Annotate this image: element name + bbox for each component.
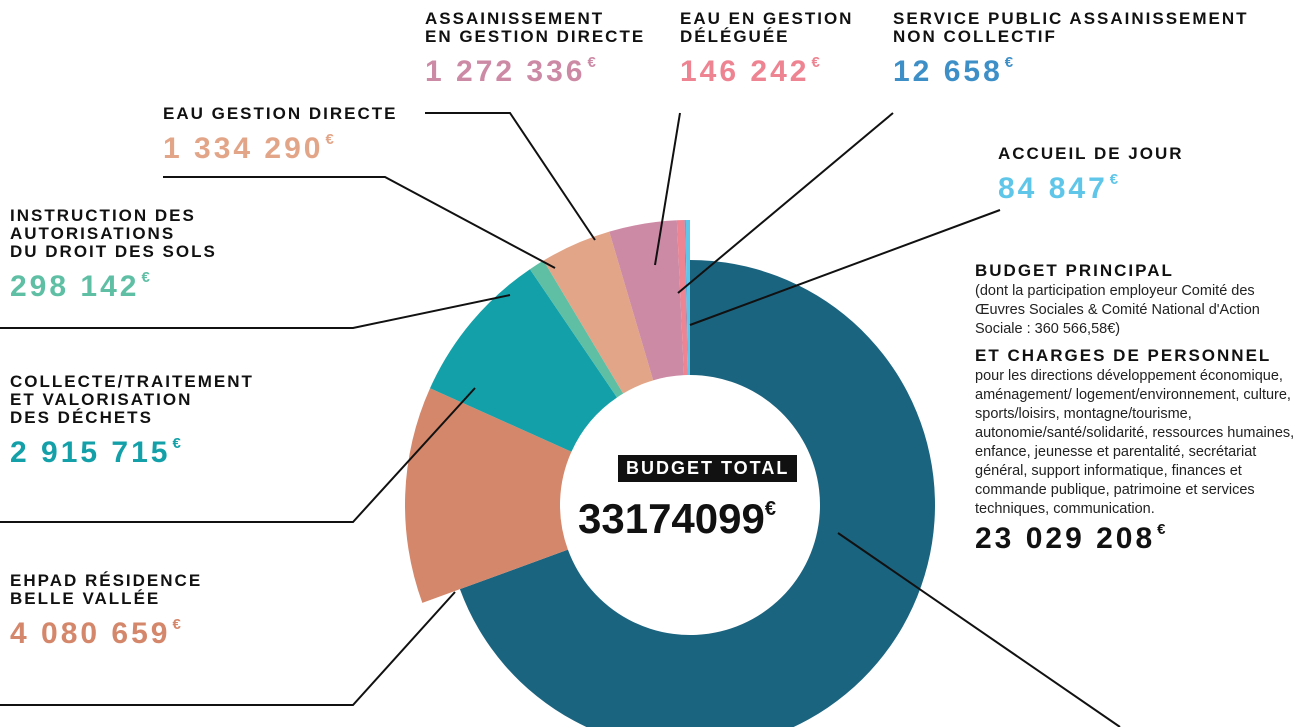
segment-name: ASSAINISSEMENT EN GESTION DIRECTE	[425, 9, 646, 46]
center-total: 33174099€	[578, 495, 776, 543]
segment-label: EAU EN GESTION DÉLÉGUÉE 146 242 €	[680, 10, 853, 89]
value-label: 84 847 €	[998, 171, 1184, 206]
donut-segment	[609, 220, 684, 381]
currency: €	[1157, 521, 1169, 538]
value-text: 298 142	[10, 270, 140, 303]
value-text: 84 847	[998, 172, 1108, 205]
segment-label: SERVICE PUBLIC ASSAINISSEMENT NON COLLEC…	[893, 10, 1249, 89]
leader-line	[0, 591, 456, 706]
leader-line	[163, 176, 556, 269]
annotation-heading: ET CHARGES DE PERSONNEL	[975, 346, 1272, 365]
donut-segment	[459, 260, 935, 727]
segment-name: EAU GESTION DIRECTE	[163, 104, 398, 123]
currency: €	[1109, 171, 1122, 188]
segment-label: INSTRUCTION DES AUTORISATIONS DU DROIT D…	[10, 207, 217, 304]
annotation: pour les directions développement économ…	[975, 368, 1295, 517]
segment-label: EAU GESTION DIRECTE 1 334 290 €	[163, 105, 397, 166]
value-label: 146 242 €	[680, 54, 853, 89]
segment-name: EHPAD RÉSIDENCE BELLE VALLÉE	[10, 571, 203, 608]
donut-segment	[676, 220, 688, 376]
leader-line	[425, 112, 596, 241]
segment-label: EHPAD RÉSIDENCE BELLE VALLÉE 4 080 659 €	[10, 572, 202, 651]
center-title: BUDGET TOTAL	[618, 455, 798, 482]
currency: €	[811, 54, 823, 71]
value-text: 1 272 336	[425, 55, 586, 88]
value-label: 2 915 715 €	[10, 435, 254, 470]
value-text: 2 915 715	[10, 436, 171, 469]
currency: €	[141, 269, 153, 286]
donut-segment	[543, 231, 654, 394]
leader-line	[0, 387, 476, 523]
segment-name: INSTRUCTION DES AUTORISATIONS DU DROIT D…	[10, 206, 217, 261]
annotation: (dont la participation employeur Comité …	[975, 283, 1260, 337]
currency: €	[172, 435, 184, 452]
leader-lines	[0, 112, 1121, 727]
donut-segment	[684, 220, 688, 376]
value-text: 1 334 290	[163, 132, 324, 165]
currency: €	[325, 131, 337, 148]
value-label: 23 029 208 €	[975, 521, 1305, 556]
value-text: 146 242	[680, 55, 810, 88]
leader-line	[689, 209, 1001, 326]
segment-label: BUDGET PRINCIPAL (dont la participation e…	[975, 262, 1305, 556]
value-label: 12 658 €	[893, 54, 1249, 89]
total-value: 33174099	[578, 495, 765, 542]
value-text: 12 658	[893, 55, 1003, 88]
value-text: 23 029 208	[975, 522, 1156, 555]
donut-segment	[529, 260, 624, 398]
currency: €	[172, 616, 184, 633]
donut-segment	[404, 388, 572, 603]
value-label: 298 142 €	[10, 269, 217, 304]
donut-segment	[685, 220, 690, 376]
segment-name: SERVICE PUBLIC ASSAINISSEMENT NON COLLEC…	[893, 9, 1249, 46]
segment-name: BUDGET PRINCIPAL	[975, 261, 1174, 280]
segment-name: EAU EN GESTION DÉLÉGUÉE	[680, 9, 854, 46]
segment-name: COLLECTE/TRAITEMENT ET VALORISATION DES …	[10, 372, 254, 427]
leader-line	[0, 294, 511, 329]
currency: €	[764, 498, 776, 520]
leader-line	[677, 112, 894, 294]
donut	[404, 220, 935, 727]
segment-name: ACCUEIL DE JOUR	[998, 144, 1184, 163]
value-label: 1 272 336 €	[425, 54, 645, 89]
value-text: 4 080 659	[10, 617, 171, 650]
donut-segment	[430, 269, 617, 452]
currency: €	[1004, 54, 1017, 71]
leader-line	[837, 532, 1121, 727]
currency: €	[587, 54, 599, 71]
value-label: 4 080 659 €	[10, 616, 202, 651]
segment-label: COLLECTE/TRAITEMENT ET VALORISATION DES …	[10, 373, 254, 470]
leader-line	[654, 112, 681, 266]
segment-label: ASSAINISSEMENT EN GESTION DIRECTE 1 272 3…	[425, 10, 645, 89]
segment-label: ACCUEIL DE JOUR 84 847 €	[998, 145, 1184, 206]
value-label: 1 334 290 €	[163, 131, 397, 166]
